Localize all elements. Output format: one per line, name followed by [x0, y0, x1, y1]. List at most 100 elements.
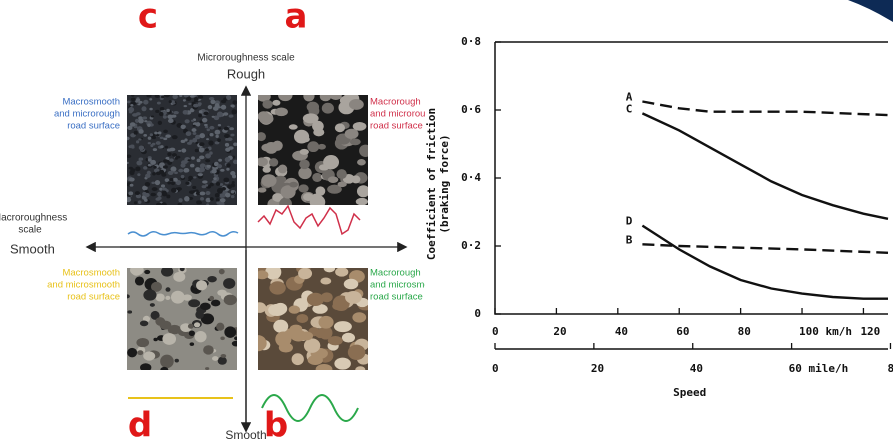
- stone: [259, 114, 273, 124]
- stone: [161, 266, 173, 276]
- x-tick-label: 0: [492, 325, 499, 338]
- stone: [200, 191, 206, 195]
- stone: [163, 159, 168, 163]
- stone: [175, 359, 179, 363]
- stone: [145, 182, 150, 187]
- stone: [181, 125, 186, 129]
- stone: [349, 99, 364, 110]
- quadrant-label: and microrough: [54, 109, 120, 120]
- stone: [195, 149, 199, 153]
- stone: [131, 98, 135, 101]
- stone: [202, 180, 208, 183]
- stone: [150, 303, 155, 307]
- stone: [134, 131, 138, 135]
- stone: [126, 162, 129, 164]
- stone: [210, 100, 215, 105]
- texture-diagram: Microroughness scale Rough Smooth Macror…: [0, 53, 443, 443]
- stone: [134, 201, 137, 204]
- stone: [161, 202, 167, 207]
- stone: [253, 302, 266, 313]
- stone: [188, 159, 191, 161]
- panel-letter: c: [138, 0, 158, 37]
- stone: [256, 270, 269, 279]
- panel-letter: d: [128, 406, 152, 445]
- stone: [170, 178, 174, 181]
- stone: [184, 105, 188, 107]
- series-line: [642, 102, 888, 116]
- stone: [209, 126, 214, 130]
- quadrant-label: road surface: [67, 121, 120, 132]
- stone: [149, 108, 153, 111]
- stone: [165, 134, 171, 137]
- stone: [152, 136, 156, 139]
- stone: [337, 169, 347, 179]
- x2-tick-label: 0: [492, 362, 499, 375]
- stone: [184, 138, 187, 141]
- stone: [332, 303, 342, 310]
- stone: [304, 338, 320, 352]
- stone: [153, 148, 157, 151]
- profile-line: [258, 206, 360, 234]
- stone: [357, 185, 370, 197]
- stone: [300, 331, 313, 340]
- stone: [193, 132, 197, 135]
- stone: [187, 94, 190, 96]
- stone: [162, 333, 176, 345]
- stone: [130, 145, 134, 148]
- stone: [142, 116, 147, 119]
- stone: [335, 323, 346, 330]
- stone: [303, 193, 313, 201]
- stone: [136, 338, 149, 347]
- stone: [155, 94, 160, 98]
- stone: [316, 364, 333, 375]
- stone: [206, 203, 209, 206]
- stone: [194, 322, 200, 327]
- stone: [221, 105, 226, 110]
- stone: [138, 200, 142, 204]
- stone: [135, 276, 144, 285]
- stone: [184, 196, 190, 201]
- stone: [172, 135, 178, 139]
- stone: [142, 192, 146, 196]
- stone: [152, 172, 156, 175]
- stone: [200, 197, 204, 200]
- stone: [158, 131, 162, 134]
- stone: [155, 317, 165, 326]
- stone: [229, 127, 234, 130]
- stone: [140, 363, 151, 372]
- stone: [256, 157, 268, 166]
- x-tick-label: 60: [676, 325, 689, 338]
- stone: [163, 115, 167, 118]
- stone: [151, 182, 155, 184]
- stone: [179, 94, 182, 97]
- stone: [153, 166, 156, 169]
- stone: [147, 124, 151, 127]
- stone: [215, 130, 221, 135]
- stone: [171, 188, 176, 193]
- stone: [135, 191, 140, 195]
- stone: [168, 119, 174, 123]
- stone: [353, 122, 367, 131]
- stone: [192, 128, 197, 132]
- stone: [183, 294, 192, 300]
- stone: [322, 103, 334, 114]
- stone: [269, 158, 278, 167]
- stone: [205, 148, 209, 151]
- stone: [318, 144, 326, 150]
- series-label: C: [626, 102, 633, 115]
- stone: [215, 103, 220, 108]
- stone: [212, 116, 215, 118]
- stone: [160, 137, 164, 139]
- stone: [300, 149, 309, 155]
- stone: [227, 137, 233, 141]
- stone: [233, 142, 237, 146]
- stone: [178, 169, 183, 173]
- stone: [189, 140, 193, 143]
- stone: [183, 110, 189, 115]
- stone: [207, 165, 211, 168]
- stone: [217, 138, 221, 142]
- stone: [320, 278, 331, 285]
- stone: [345, 129, 359, 139]
- stone: [218, 124, 221, 126]
- stone: [215, 193, 220, 198]
